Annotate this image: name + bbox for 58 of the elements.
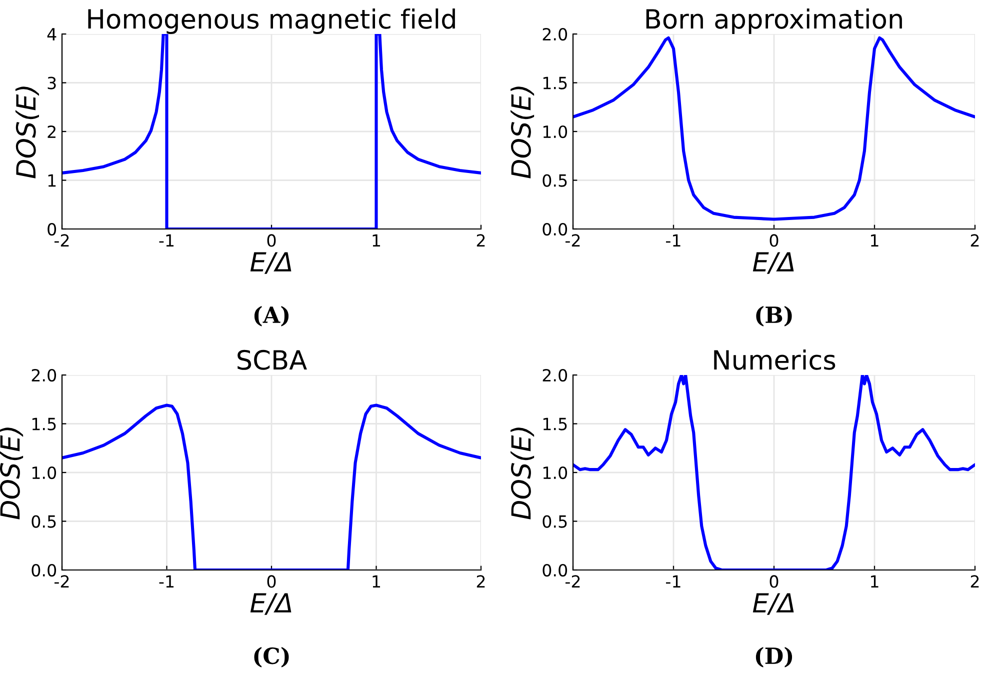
text: (B) — [756, 306, 792, 326]
x-axis-title: E/Δ — [752, 593, 794, 615]
x-axis-title: E/Δ — [250, 593, 292, 615]
x-tick-label: -2 — [54, 575, 69, 588]
y-tick-label: 0.0 — [542, 222, 568, 236]
y-tick-label: 1 — [48, 174, 56, 187]
y-tick-label: 0.5 — [32, 515, 56, 528]
y-tick-label: 1.0 — [543, 125, 568, 138]
y-axis-title: DOS(E) — [510, 428, 534, 520]
y-tick-label: 2 — [48, 125, 56, 138]
y-axis-title: DOS(E) — [15, 86, 39, 178]
x-tick-label: -2 — [566, 575, 580, 588]
y-tick-label: 1.0 — [543, 466, 568, 480]
y-tick-label: 2.0 — [542, 368, 568, 382]
x-tick-label: 0 — [267, 234, 276, 247]
x-tick-label: -1 — [666, 234, 680, 247]
y-tick-label: 0.0 — [32, 564, 56, 577]
x-tick-label: 0 — [267, 575, 276, 588]
y-tick-label: 2.0 — [32, 368, 56, 382]
line-series — [573, 375, 975, 570]
x-tick-label: -2 — [54, 234, 69, 247]
x-tick-label: 2 — [476, 234, 485, 247]
chart-title: SCBA — [238, 350, 307, 370]
x-tick-label: -1 — [159, 234, 174, 247]
x-tick-label: 0 — [770, 234, 778, 247]
y-tick-label: 0.5 — [542, 174, 567, 187]
x-axis-title: E/Δ — [250, 252, 292, 274]
x-tick-label: 0 — [770, 575, 778, 588]
x-tick-label: 1 — [372, 575, 380, 588]
y-tick-label: 0.0 — [542, 564, 568, 577]
y-tick-label: 4 — [47, 28, 56, 40]
y-tick-label: 0 — [48, 222, 56, 236]
x-tick-label: -1 — [666, 575, 680, 588]
y-tick-label: 0.5 — [542, 515, 567, 528]
y-axis-title: DOS(E) — [510, 86, 534, 178]
line-series — [62, 34, 481, 229]
x-tick-label: 1 — [871, 234, 878, 247]
y-tick-label: 3 — [48, 76, 56, 90]
x-tick-label: -2 — [566, 234, 580, 247]
x-tick-label: -1 — [159, 575, 174, 588]
x-tick-label: 1 — [372, 234, 380, 247]
chart-title: Homogenous magnetic field — [88, 8, 455, 34]
text: (C) — [254, 646, 289, 668]
x-tick-label: 2 — [970, 234, 979, 247]
y-tick-label: 1.5 — [543, 418, 567, 430]
x-tick-label: 2 — [970, 575, 979, 588]
x-tick-label: 2 — [476, 575, 485, 588]
x-tick-label: 1 — [871, 575, 878, 588]
text: (D) — [756, 646, 792, 668]
y-tick-label: 1.0 — [32, 466, 56, 480]
y-axis-title: DOS(E) — [0, 428, 24, 520]
x-axis-title: E/Δ — [752, 252, 794, 274]
text: (A) — [254, 306, 289, 326]
chart-title: Born approximation — [646, 8, 902, 34]
y-tick-label: 1.5 — [32, 418, 56, 430]
y-tick-label: 1.5 — [543, 76, 567, 90]
y-tick-label: 2.0 — [542, 28, 568, 41]
chart-title: Numerics — [714, 349, 836, 370]
